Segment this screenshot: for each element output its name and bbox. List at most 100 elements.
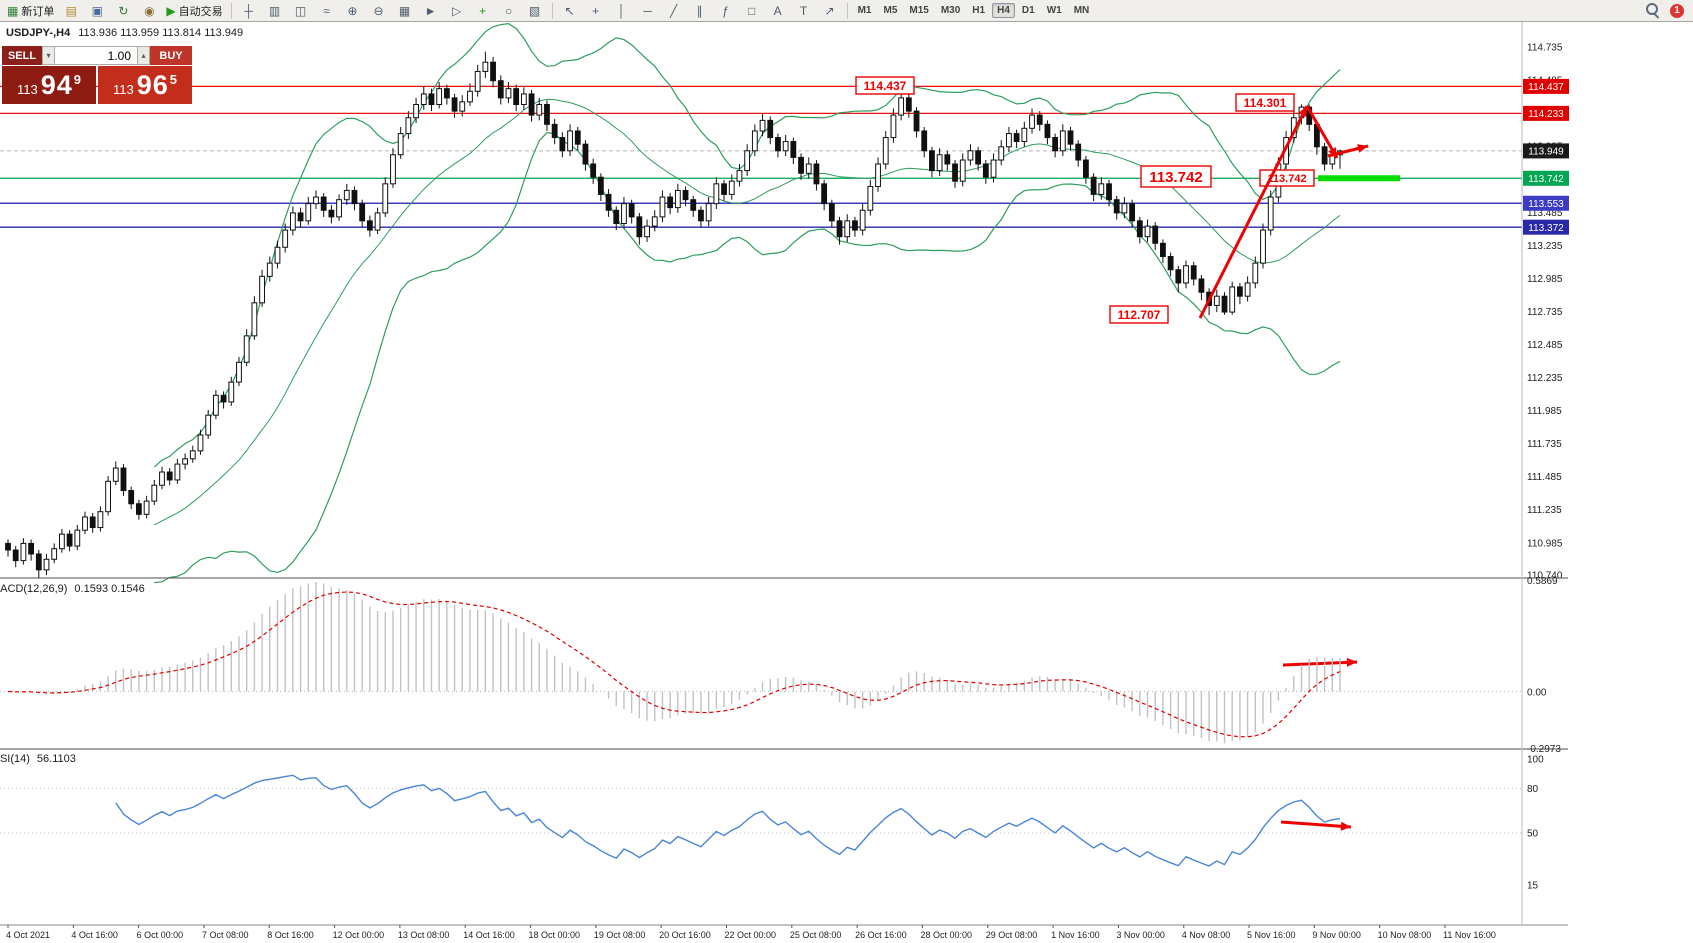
crosshair-button[interactable]: ┼ <box>237 1 261 21</box>
notification-badge[interactable]: 1 <box>1670 3 1684 18</box>
volume-decrease-button[interactable]: ▾ <box>42 46 55 65</box>
buy-price-big: 96 <box>136 69 169 100</box>
sell-button[interactable]: SELL <box>2 46 42 65</box>
tile-windows-button[interactable]: ▦ <box>393 1 417 21</box>
new-order-icon: ▦ <box>7 3 19 18</box>
zoom-out-button[interactable]: ⊖ <box>367 1 391 21</box>
text-label-button[interactable]: T <box>792 1 816 21</box>
price-scale-label: 111.235 <box>1527 505 1562 516</box>
auto-scroll-icon: ► <box>424 3 437 18</box>
time-axis-label: 13 Oct 08:00 <box>398 930 450 940</box>
templates-button[interactable]: ▧ <box>523 1 547 21</box>
vertical-line-icon: │ <box>617 3 626 18</box>
templates-icon: ▧ <box>528 3 541 18</box>
cursor-button[interactable]: ↖ <box>558 1 582 21</box>
profiles-button[interactable]: ▣ <box>85 1 109 21</box>
shapes-button[interactable]: □ <box>740 1 764 21</box>
volume-increase-button[interactable]: ▴ <box>137 46 150 65</box>
timeframe-M30[interactable]: M30 <box>940 5 961 16</box>
new-chart-button[interactable]: ▤ <box>59 1 83 21</box>
time-axis-label: 8 Oct 16:00 <box>267 930 314 940</box>
auto-scroll-button[interactable]: ► <box>419 1 443 21</box>
chart-ohlc-values: 113.936 113.959 113.814 113.949 <box>78 27 244 39</box>
buy-price-button[interactable]: 113 96 5 <box>98 66 192 104</box>
rsi-scale-label: 100 <box>1527 755 1544 766</box>
channel-button[interactable]: ∥ <box>688 1 712 21</box>
toolbar-right-group: 1 <box>1646 3 1693 18</box>
buy-button[interactable]: BUY <box>150 46 192 65</box>
horizontal-line-icon: ─ <box>643 3 652 18</box>
candles <box>5 51 1343 578</box>
time-axis-label: 6 Oct 00:00 <box>137 930 184 940</box>
rsi-value: 56.1103 <box>36 753 76 765</box>
profiles-icon: ▣ <box>91 3 104 18</box>
search-icon[interactable] <box>1646 3 1661 18</box>
annotation-box <box>855 76 915 95</box>
price-scale-label: 113.485 <box>1527 208 1563 219</box>
new-chart-icon: ▤ <box>65 3 78 18</box>
trend-arrow <box>1282 660 1358 667</box>
trend-arrow-head <box>1357 144 1368 153</box>
timeframe-M15[interactable]: M15 <box>909 5 929 16</box>
timeframe-H4[interactable]: H4 <box>992 3 1015 18</box>
zoom-in-button[interactable]: ⊕ <box>341 1 365 21</box>
toolbar-timeframes-group: M1 M5 M15 M30 H1 H4 D1 W1 MN <box>852 3 1096 18</box>
price-badge <box>1523 170 1569 186</box>
annotation-text: 114.437 <box>864 79 907 93</box>
zoom-in-icon: ⊕ <box>347 3 358 18</box>
crosshair-tool-button[interactable]: + <box>584 1 608 21</box>
timeframe-MN[interactable]: MN <box>1073 5 1090 16</box>
alerts-button[interactable]: ◉ <box>137 1 161 21</box>
time-axis-label: 11 Nov 16:00 <box>1443 930 1496 940</box>
macd-values: 0.1593 0.1546 <box>74 583 145 595</box>
time-axis-label: 25 Oct 08:00 <box>790 930 842 940</box>
bar-chart-button[interactable]: ▥ <box>263 1 287 21</box>
new-order-button[interactable]: ▦ 新订单 <box>4 1 57 21</box>
arrows-button[interactable]: ↗ <box>818 1 842 21</box>
indicators-button[interactable]: + <box>471 1 495 21</box>
timeframe-M5[interactable]: M5 <box>883 5 898 16</box>
annotation-box <box>1235 93 1295 112</box>
toolbar-separator <box>846 2 848 19</box>
volume-input[interactable] <box>55 46 137 65</box>
sell-price-pip: 9 <box>73 71 81 87</box>
annotation-text: 113.742 <box>1149 169 1202 186</box>
time-axis-label: 26 Oct 16:00 <box>855 930 907 940</box>
macd-label: MACD(12,26,9) 0.1593 0.1546 <box>0 583 145 595</box>
price-badge <box>1523 105 1569 121</box>
chart-header: USDJPY-,H4 113.936 113.959 113.814 113.94… <box>6 27 243 39</box>
line-chart-button[interactable]: ≈ <box>315 1 339 21</box>
timeframe-H1[interactable]: H1 <box>972 5 986 16</box>
trendline-button[interactable]: ╱ <box>662 1 686 21</box>
sell-price-button[interactable]: 113 94 9 <box>2 66 96 104</box>
price-scale-label: 110.985 <box>1527 538 1563 549</box>
toolbar-draw-group: ↖ + │ ─ ╱ ∥ ƒ □ A T ↗ <box>557 1 843 21</box>
refresh-button[interactable]: ↻ <box>111 1 135 21</box>
autotrading-button[interactable]: ▶ 自动交易 <box>163 1 225 21</box>
price-scale-label: 112.735 <box>1527 307 1563 318</box>
price-badge-text: 113.742 <box>1528 174 1564 185</box>
time-axis-label: 7 Oct 08:00 <box>202 930 249 940</box>
trendline-icon: ╱ <box>669 3 678 18</box>
fibonacci-button[interactable]: ƒ <box>714 1 738 21</box>
text-label-icon: T <box>799 3 808 18</box>
horizontal-line-button[interactable]: ─ <box>636 1 660 21</box>
periods-button[interactable]: ○ <box>497 1 521 21</box>
timeframe-M1[interactable]: M1 <box>857 5 872 16</box>
periods-icon: ○ <box>504 3 513 18</box>
sell-price-big: 94 <box>40 69 73 100</box>
vertical-line-button[interactable]: │ <box>610 1 634 21</box>
timeframe-D1[interactable]: D1 <box>1021 5 1035 16</box>
candlestick-chart-button[interactable]: ◫ <box>289 1 313 21</box>
trend-arrow-head <box>1298 106 1307 117</box>
price-scale-label: 110.740 <box>1527 571 1563 582</box>
time-axis-label: 12 Oct 00:00 <box>333 930 385 940</box>
chart-shift-button[interactable]: ▷ <box>445 1 469 21</box>
timeframe-W1[interactable]: W1 <box>1046 5 1062 16</box>
time-axis-label: 10 Nov 08:00 <box>1378 930 1432 940</box>
text-button[interactable]: A <box>766 1 790 21</box>
time-axis-label: 3 Nov 00:00 <box>1116 930 1165 940</box>
price-badge-text: 113.949 <box>1528 147 1564 158</box>
